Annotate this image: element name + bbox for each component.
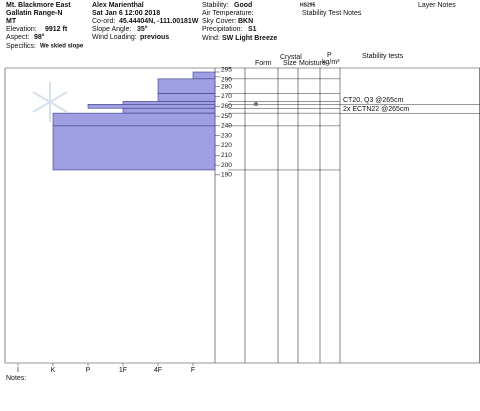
slope: 35° (137, 25, 148, 33)
hs: HS295 (300, 2, 316, 8)
stability: Good (234, 2, 252, 9)
stability-test: CT20, Q3 @265cm (343, 97, 404, 104)
layer-bar (52, 112, 216, 127)
layer-bar (122, 101, 216, 105)
height-tick-label: 295 (221, 67, 232, 74)
wind-label: Wind: (202, 35, 220, 42)
height-tick-label: 250 (221, 113, 232, 120)
height-tick-label: 190 (221, 172, 232, 179)
observer: Alex Marienthal (92, 2, 144, 9)
sky-label: Sky Cover: (202, 18, 236, 25)
coord: 45.44404N, -111.00181W (119, 18, 199, 25)
aspect-label: Aspect: (6, 34, 29, 41)
notes-label: Notes: (6, 375, 26, 382)
specifics: We skied slope (40, 44, 84, 50)
layer-bar (122, 107, 216, 114)
hardness-label: 4F (154, 367, 162, 374)
state: MT (6, 18, 17, 25)
layer-bar (52, 125, 216, 171)
column-size: Size (283, 60, 297, 67)
sky: BKN (238, 18, 253, 25)
coord-label: Co-ord: (92, 18, 115, 25)
aspect: 98° (34, 33, 45, 41)
precip-label: Precipitation: (202, 26, 243, 33)
height-tick-label: 290 (221, 77, 232, 84)
height-tick-label: 210 (221, 152, 232, 159)
hardness-label: F (191, 367, 195, 374)
column-density-unit: kg/m³ (322, 59, 340, 66)
hardness-label: K (51, 367, 56, 374)
hardness-label: P (86, 367, 91, 374)
layer-bar (192, 71, 216, 80)
height-tick-label: 240 (221, 123, 232, 130)
height-tick-label: 200 (221, 162, 232, 169)
elevation-label: Elevation: (6, 26, 37, 33)
layer-bar (157, 78, 216, 94)
grain-form: ɵ (254, 101, 258, 108)
height-tick-label: 270 (221, 93, 232, 100)
elevation: 9912 ft (45, 26, 68, 33)
height-tick-label: 260 (221, 103, 232, 110)
range: Gallatin Range-N (6, 10, 62, 17)
precip: S1 (248, 26, 257, 33)
wind: SW Light Breeze (222, 35, 277, 42)
hardness-label: I (17, 367, 19, 374)
column-density: P (327, 52, 332, 59)
location: Mt. Blackmore East (6, 2, 71, 9)
specifics-label: Specifics: (6, 43, 36, 50)
height-tick-label: 220 (221, 142, 232, 149)
stability-test: 2x ECTN22 @265cm (343, 106, 409, 113)
height-tick-label: 280 (221, 83, 232, 90)
column-stability-tests: Stability tests (362, 53, 404, 60)
layer-notes-title: Layer Notes (418, 2, 456, 9)
column-headers: Form Crystal Size Moisture P kg/m³ Stabi… (255, 52, 404, 67)
datetime: Sat Jan 6 12:00 2018 (92, 10, 160, 17)
snowflake (32, 82, 68, 122)
layer-bar (157, 93, 216, 102)
air-temp-label: Air Temperature: (202, 10, 254, 17)
header: Mt. Blackmore East Gallatin Range-N MT E… (6, 2, 456, 50)
height-tick-label: 230 (221, 132, 232, 139)
column-form: Form (255, 60, 272, 67)
stability-label: Stability: (202, 2, 229, 9)
hardness-label: 1F (119, 367, 127, 374)
layer-bar (87, 104, 216, 109)
wind-loading: previous (140, 34, 169, 41)
column-moisture: Moisture (299, 60, 326, 67)
test-notes-title: Stability Test Notes (302, 10, 362, 17)
logo-watermark (32, 82, 68, 122)
wind-loading-label: Wind Loading: (92, 34, 137, 41)
column-crystal: Crystal (280, 54, 302, 61)
slope-label: Slope Angle: (92, 26, 131, 33)
